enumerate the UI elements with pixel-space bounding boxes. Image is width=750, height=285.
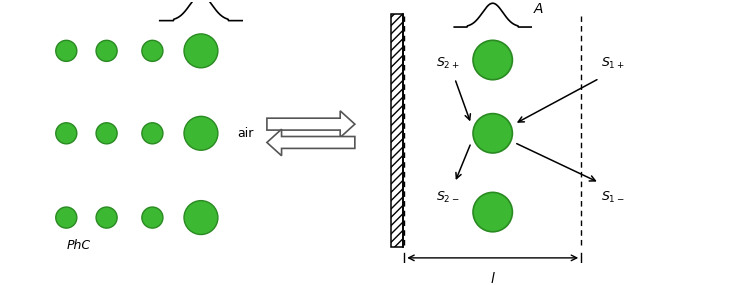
Circle shape: [96, 207, 117, 228]
Text: PhC: PhC: [66, 239, 91, 253]
Circle shape: [473, 40, 512, 80]
Circle shape: [184, 201, 218, 235]
Circle shape: [56, 207, 76, 228]
Text: A: A: [534, 2, 544, 16]
Polygon shape: [267, 111, 355, 137]
Circle shape: [96, 40, 117, 61]
Circle shape: [184, 34, 218, 68]
Polygon shape: [267, 129, 355, 156]
Text: air: air: [238, 127, 254, 140]
Circle shape: [142, 40, 163, 61]
Circle shape: [142, 207, 163, 228]
Text: $S_{2+}$: $S_{2+}$: [436, 56, 460, 71]
Text: $S_{1-}$: $S_{1-}$: [602, 190, 625, 205]
Circle shape: [184, 116, 218, 150]
Circle shape: [56, 123, 76, 144]
Circle shape: [56, 40, 76, 61]
Circle shape: [142, 123, 163, 144]
Circle shape: [473, 114, 512, 153]
Bar: [391, 14, 404, 247]
Circle shape: [96, 123, 117, 144]
Text: $S_{1+}$: $S_{1+}$: [602, 56, 625, 71]
Circle shape: [473, 192, 512, 232]
Text: l: l: [490, 272, 495, 285]
Text: $S_{2-}$: $S_{2-}$: [436, 190, 460, 205]
